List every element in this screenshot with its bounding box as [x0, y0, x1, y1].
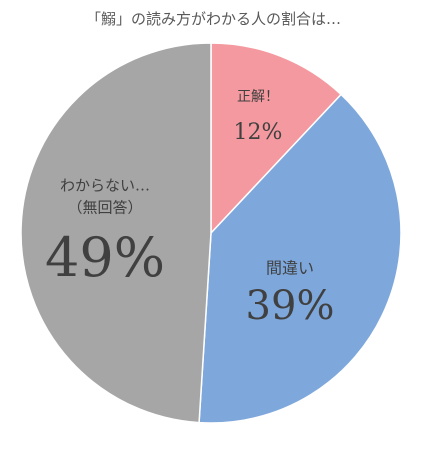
- slice-label: 正解！: [237, 88, 279, 105]
- pie-slice: [210, 42, 343, 235]
- slice-label: 間違い: [265, 258, 315, 278]
- slice-label: わからない… （無回答）: [59, 176, 151, 216]
- value-label: 49%: [44, 225, 166, 289]
- value-label: 12%: [233, 120, 283, 146]
- chart-title: 「鰯」の読み方がわかる人の割合は…: [85, 10, 341, 28]
- pie-slice: [198, 93, 402, 424]
- pie-slice: [20, 42, 212, 424]
- value-label: 39%: [245, 283, 335, 329]
